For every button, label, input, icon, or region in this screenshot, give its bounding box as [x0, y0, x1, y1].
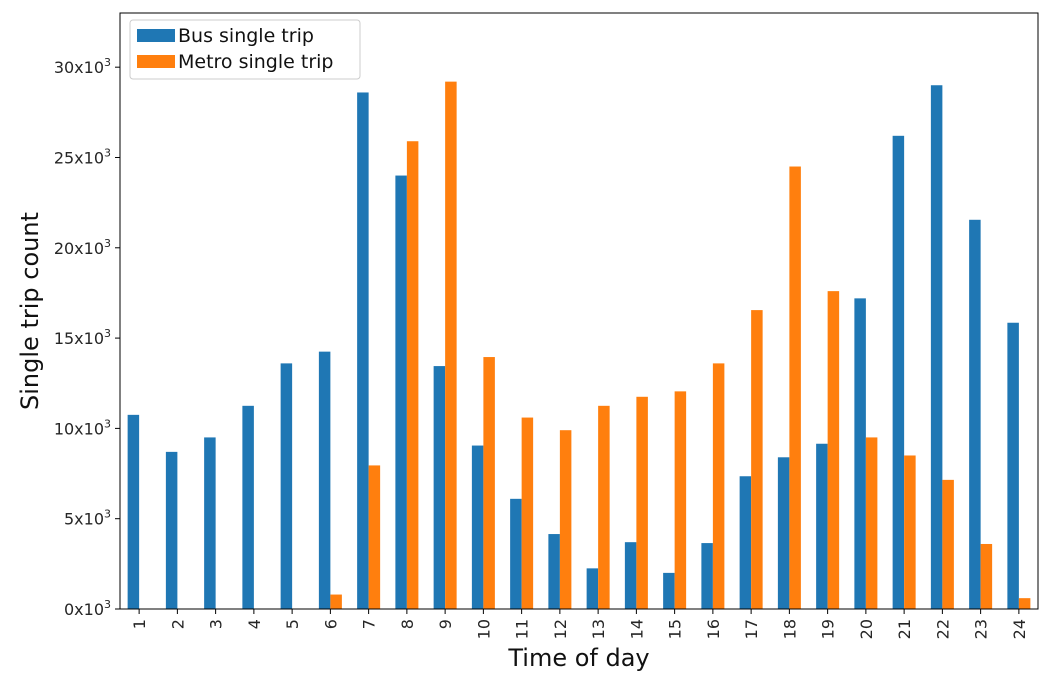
- metro-bar-16: [712, 363, 725, 609]
- metro-bar-24: [1018, 598, 1031, 609]
- bus-bar-17: [739, 476, 752, 609]
- x-tick-label: 4: [245, 619, 264, 629]
- bus-bar-10: [471, 445, 484, 609]
- metro-bar-22: [942, 479, 954, 609]
- metro-bar-19: [827, 291, 840, 609]
- y-axis: 0x103 5x103 10x103 15x103 20x103 25x103 30x103: [54, 56, 120, 619]
- x-axis-title: Time of day: [507, 644, 649, 672]
- metro-bar-12: [559, 430, 572, 609]
- bus-bar-3: [204, 437, 216, 609]
- x-tick-label: 6: [321, 619, 340, 629]
- x-tick-label: 21: [895, 619, 914, 639]
- bus-bar-13: [586, 568, 599, 609]
- legend: Bus single trip Metro single trip: [129, 19, 361, 80]
- y-tick-label: 0x103: [64, 598, 111, 619]
- metro-bar-23: [980, 543, 993, 609]
- x-tick-label: 15: [666, 619, 685, 639]
- x-tick-label: 18: [780, 619, 799, 639]
- x-tick-label: 14: [627, 619, 646, 639]
- x-tick-label: 16: [704, 619, 723, 639]
- metro-bar-7: [368, 465, 381, 609]
- metro-bar-13: [598, 405, 610, 609]
- bus-bar-6: [318, 351, 331, 609]
- bus-bar-5: [280, 363, 293, 609]
- x-tick-label: 11: [513, 619, 532, 639]
- x-tick-label: 9: [436, 619, 455, 629]
- x-tick-label: 20: [857, 619, 876, 639]
- bus-bar-4: [242, 405, 254, 609]
- metro-bar-14: [636, 396, 648, 609]
- y-tick-label: 20x103: [54, 237, 111, 258]
- legend-label-metro: Metro single trip: [178, 51, 333, 73]
- bus-bar-24: [1007, 322, 1019, 609]
- x-tick-label: 23: [972, 619, 991, 639]
- x-tick-label: 17: [742, 619, 761, 639]
- bus-bar-22: [930, 85, 943, 610]
- x-tick-label: 10: [474, 619, 493, 639]
- x-tick-label: 5: [283, 619, 302, 629]
- bus-bar-21: [892, 135, 905, 609]
- bus-bar-20: [854, 298, 866, 609]
- x-tick-label: 19: [819, 619, 838, 639]
- legend-swatch-metro: [137, 55, 175, 68]
- bus-bar-16: [701, 543, 713, 609]
- bus-bar-15: [663, 572, 675, 609]
- metro-bar-9: [445, 81, 457, 609]
- x-axis: 1 2 3 4 5 6 7 8 9 10 11 12 13 14 15 16 17 18 19 20 21 22 23 24: [130, 609, 1029, 639]
- x-tick-label: 2: [168, 619, 187, 629]
- bus-bar-19: [816, 443, 828, 609]
- x-tick-label: 24: [1010, 619, 1029, 639]
- y-tick-label: 10x103: [54, 417, 111, 438]
- bus-bar-7: [357, 92, 369, 610]
- y-tick-label: 15x103: [54, 327, 111, 348]
- legend-swatch-bus: [137, 29, 175, 42]
- metro-bar-18: [789, 166, 801, 609]
- y-axis-title: Single trip count: [16, 212, 44, 410]
- bus-bar-11: [510, 498, 522, 609]
- y-tick-label: 5x103: [64, 508, 111, 529]
- metro-bar-20: [865, 437, 878, 609]
- metro-bar-10: [483, 357, 495, 609]
- x-tick-label: 1: [130, 619, 149, 629]
- legend-box: [129, 19, 361, 80]
- bars-layer: [127, 81, 1031, 610]
- bus-bar-18: [777, 457, 790, 609]
- bus-bar-23: [969, 219, 981, 610]
- metro-bar-11: [521, 417, 534, 609]
- bus-bar-14: [624, 542, 637, 609]
- metro-bar-17: [751, 310, 763, 609]
- legend-label-bus: Bus single trip: [178, 25, 314, 47]
- bus-bar-2: [165, 451, 178, 609]
- y-tick-label: 25x103: [54, 146, 111, 167]
- y-tick-label: 30x103: [54, 56, 111, 77]
- metro-bar-6: [330, 594, 342, 609]
- metro-bar-8: [406, 141, 419, 610]
- x-tick-label: 13: [589, 619, 608, 639]
- bus-bar-8: [395, 175, 407, 610]
- metro-bar-15: [674, 391, 687, 609]
- metro-bar-21: [904, 455, 916, 609]
- plot-frame: [119, 12, 1039, 610]
- x-tick-label: 12: [551, 619, 570, 639]
- x-tick-label: 8: [398, 619, 417, 629]
- x-tick-label: 3: [207, 619, 226, 629]
- bus-bar-12: [548, 534, 560, 609]
- x-tick-label: 7: [360, 619, 379, 629]
- bus-bar-9: [433, 366, 446, 609]
- bus-bar-1: [127, 414, 140, 609]
- x-tick-label: 22: [933, 619, 952, 639]
